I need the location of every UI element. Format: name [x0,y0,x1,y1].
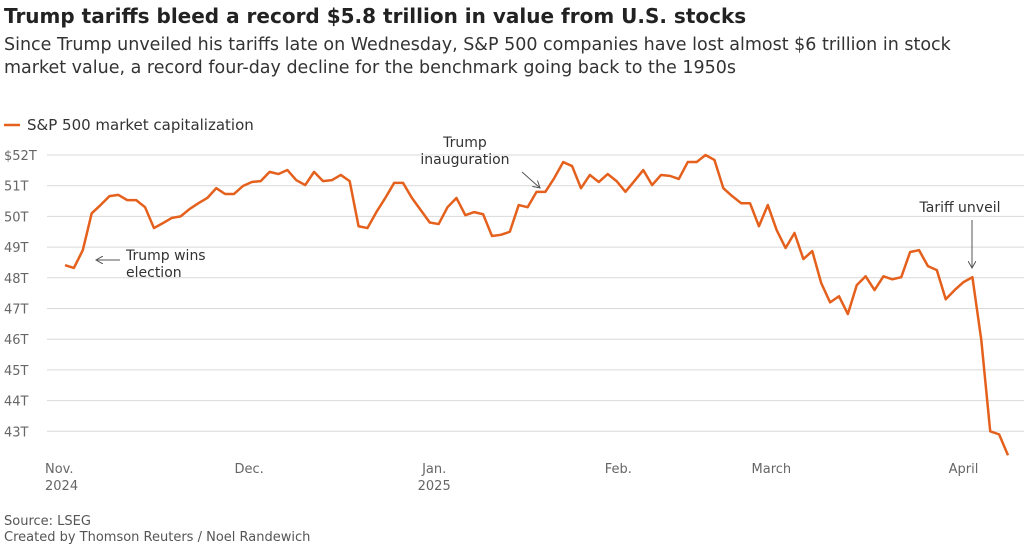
source: Source: LSEG [4,514,91,529]
annotation-arrow [521,171,540,188]
x-tick-label: Jan. [421,462,446,477]
annotation: Trump wins [125,248,206,264]
chart-subtitle: Since Trump unveiled his tariffs late on… [4,35,951,78]
y-tick-label: 50T [4,210,29,225]
annotation: election [126,265,182,281]
y-tick-label: 51T [4,180,29,195]
x-tick-label: Nov. [45,462,74,477]
x-tick-label: Feb. [605,462,632,477]
y-tick-label: 46T [4,333,29,348]
x-tick-label: 2025 [418,479,451,494]
annotation: Trump [442,135,487,151]
chart: $52T 51T 50T 49T 48T 47T 46T 45T 44T 43T Nov. 2024 D… [4,116,1024,494]
y-tick-label: 49T [4,241,29,256]
annotation: inauguration [420,152,509,168]
x-tick-label: March [752,462,792,477]
x-tick-label: 2024 [45,479,78,494]
line [64,153,1010,456]
annotation: Tariff unveil [919,200,1001,216]
credit: Created by Thomson Reuters / Noel Randew… [4,530,311,545]
y-tick-label: 43T [4,425,29,440]
y-tick-label: 47T [4,303,29,318]
y-tick-label: 44T [4,395,29,410]
y-tick-label: 48T [4,272,29,287]
y-tick-label: $52T [4,149,37,164]
x-tick-label: Dec. [235,462,264,477]
x-tick-label: April [949,462,979,477]
chart-title: Trump tariffs bleed a record $5.8 trilli… [4,4,747,28]
y-tick-label: 45T [4,364,29,379]
legend-label: S&P 500 market capitalization [27,116,254,134]
